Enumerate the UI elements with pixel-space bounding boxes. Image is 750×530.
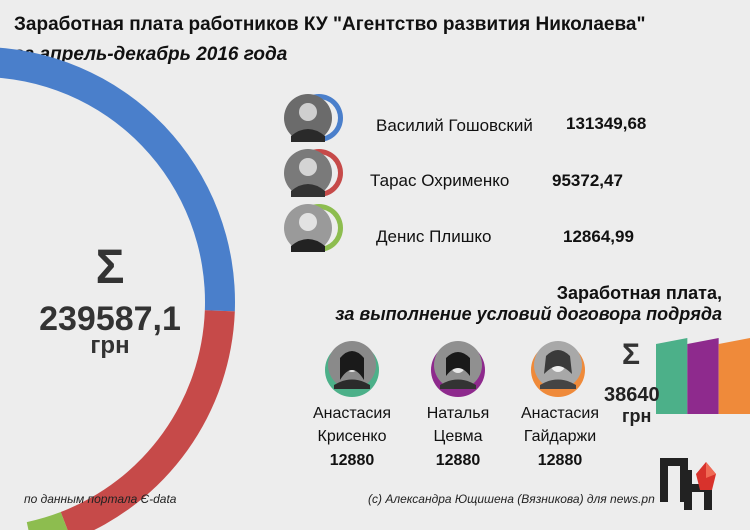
employee-name: Денис Плишко xyxy=(376,227,492,246)
employee-amount: 131349,68 xyxy=(566,114,647,133)
contractor-amount: 12880 xyxy=(537,452,583,469)
contract-section-title: Заработная плата, xyxy=(556,283,722,303)
page-title: Заработная плата работников КУ "Агентств… xyxy=(14,14,646,35)
contractor-name-first: Наталья xyxy=(426,405,490,422)
contract-bar-segment xyxy=(718,338,750,414)
contract-sum-unit: грн xyxy=(622,406,652,426)
total-sum-unit: грн xyxy=(90,332,130,359)
arc-segment xyxy=(26,512,68,530)
contract-bar-chart xyxy=(656,338,750,414)
employee-avatar xyxy=(283,92,349,144)
arc-segment xyxy=(60,310,235,530)
contractor-avatar xyxy=(528,340,588,398)
author-credit: (с) Александра Ющишена (Вязникова) для n… xyxy=(368,492,655,506)
employee-name: Тарас Охрименко xyxy=(370,171,510,190)
source-note: по данным портала Є-data xyxy=(24,492,177,506)
contractor-name-last: Крисенко xyxy=(317,428,387,445)
contract-bar-segment xyxy=(687,338,719,414)
contractor-name-last: Цевма xyxy=(433,428,483,445)
employee-name: Василий Гошовский xyxy=(376,116,533,135)
news-pn-logo xyxy=(660,458,716,510)
contract-sum-symbol: Σ xyxy=(622,338,641,371)
employee-avatar xyxy=(283,202,349,254)
contractor-amount: 12880 xyxy=(329,452,375,469)
contract-bar-segment xyxy=(656,338,688,414)
arc-segment xyxy=(0,47,235,312)
employee-amount: 95372,47 xyxy=(552,171,623,190)
contractor-avatar xyxy=(428,340,488,398)
contractor-name-last: Гайдаржи xyxy=(523,428,597,445)
employee-amount: 12864,99 xyxy=(563,227,634,246)
contractor-avatar xyxy=(322,340,382,398)
total-sum-value: 239587,1 xyxy=(39,300,181,338)
contractor-name-first: Анастасия xyxy=(312,405,392,422)
contractor-amount: 12880 xyxy=(435,452,481,469)
total-sum-symbol: Σ xyxy=(95,241,125,294)
contractor-name-first: Анастасия xyxy=(520,405,600,422)
page-subtitle: за апрель-декабрь 2016 года xyxy=(14,44,288,65)
contract-sum-value: 38640 xyxy=(604,384,660,406)
contract-section-subtitle: за выполнение условий договора подряда xyxy=(335,304,722,324)
employee-avatar xyxy=(283,147,349,199)
